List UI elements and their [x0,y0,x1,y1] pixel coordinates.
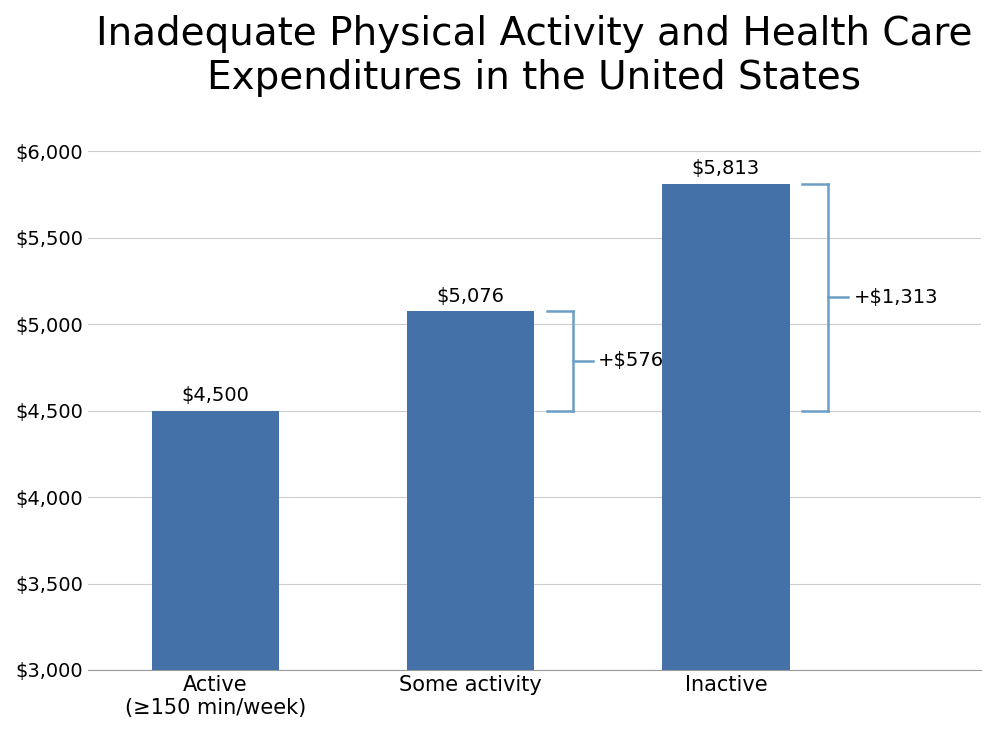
Text: $5,813: $5,813 [692,160,760,179]
Text: $5,076: $5,076 [436,287,505,306]
Bar [406,311,535,733]
Bar [662,184,790,733]
Text: +$1,313: +$1,313 [854,287,938,306]
Title: Inadequate Physical Activity and Health Care
Expenditures in the United States: Inadequate Physical Activity and Health … [97,15,973,97]
Bar [151,410,279,733]
Text: $4,500: $4,500 [181,386,249,405]
Text: +$576: +$576 [599,351,664,370]
